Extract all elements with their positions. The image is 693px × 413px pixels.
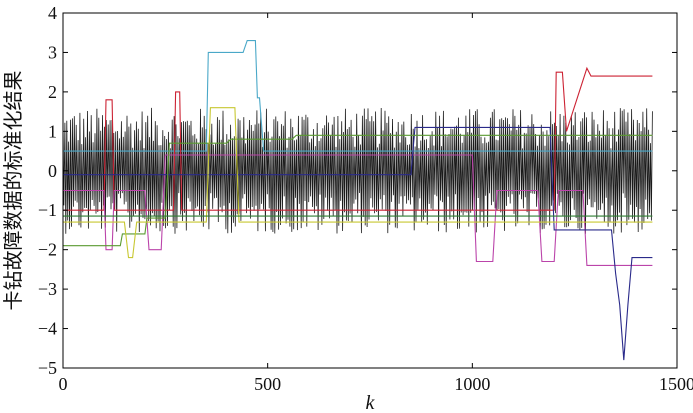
series-line-2 (63, 66, 653, 211)
y-tick-label: 2 (48, 82, 57, 102)
x-axis-label: k (366, 392, 376, 413)
x-tick-label: 1000 (454, 374, 490, 394)
y-tick-label: −5 (38, 358, 57, 378)
series-line-0 (62, 107, 653, 234)
axis-ticks: 0 500 1000 1500 4 3 2 1 0 −1 −2 −3 −4 −5 (38, 3, 693, 394)
series-line-3 (63, 154, 653, 266)
plot-frame (62, 12, 678, 369)
series-line-6 (63, 107, 653, 259)
y-tick-label: −2 (38, 240, 57, 260)
series-line-5 (63, 134, 653, 247)
y-tick-label: −1 (38, 200, 57, 220)
y-tick-label: 1 (48, 121, 57, 141)
y-tick-label: −4 (38, 319, 57, 339)
series-line-1 (63, 40, 653, 152)
y-tick-label: 4 (48, 3, 57, 23)
y-tick-label: 0 (48, 161, 57, 181)
y-tick-label: −3 (38, 279, 57, 299)
x-tick-label: 1500 (659, 374, 693, 394)
y-axis-label: 卡钻故障数据的标准化结果 (2, 71, 25, 311)
x-tick-label: 0 (59, 374, 68, 394)
x-tick-label: 500 (254, 374, 281, 394)
y-tick-label: 3 (48, 42, 57, 62)
plot-lines (62, 40, 653, 361)
